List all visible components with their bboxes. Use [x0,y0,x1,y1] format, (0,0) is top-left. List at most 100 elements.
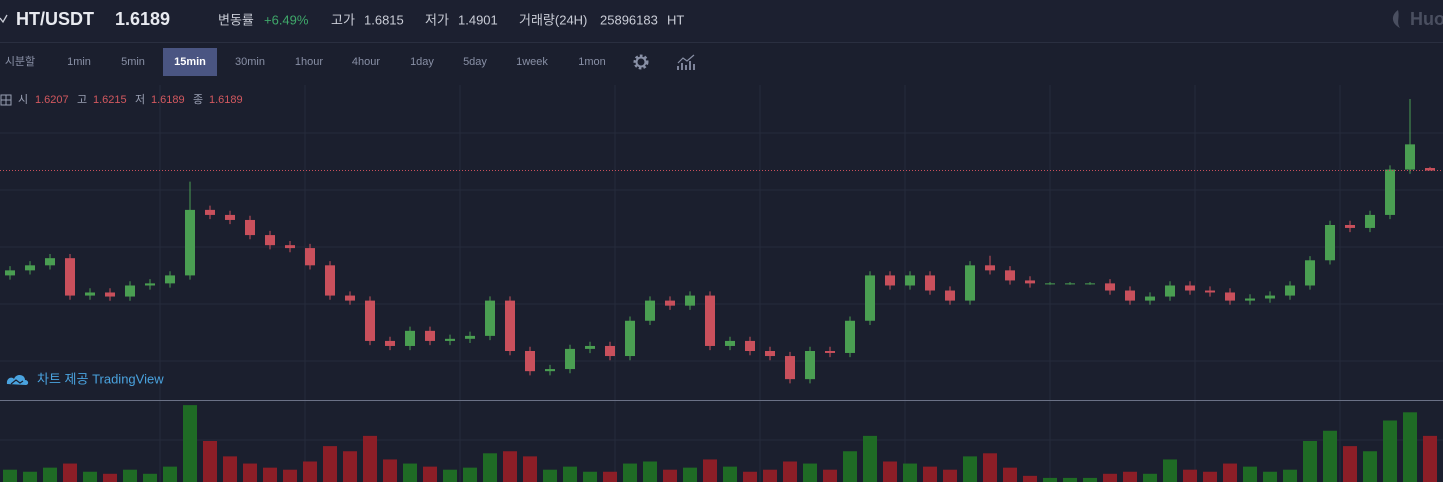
volume-bar [383,459,397,482]
legend-close-label: 종 [193,94,203,106]
volume-bar [943,469,957,482]
volume-bar [283,469,297,482]
candle-body [105,292,115,297]
watermark-icon-line [10,379,24,385]
candle-body [965,265,975,301]
candle-body [525,351,535,372]
settings-button[interactable] [633,54,649,70]
dropdown-icon[interactable] [0,14,8,24]
candle-body [385,340,395,346]
volume-bar [543,469,557,482]
interval-button[interactable]: 1min [67,56,91,68]
volume-bar [603,471,617,482]
volume-bar [83,471,97,482]
interval-button[interactable]: 5min [121,56,145,68]
volume-bar [983,453,997,482]
legend-close: 1.6189 [209,94,243,106]
candle-body [505,300,515,351]
watermark[interactable]: 차트 제공 TradingView [37,371,164,386]
toolbar: 시분할 1min 5min 15min 30min 1hour 4hour 1day 5day 1… [5,48,606,76]
volume-bar [1223,463,1237,482]
interval-button[interactable]: 30min [235,56,265,68]
candle-body [25,265,35,271]
candle-body [1065,283,1075,285]
interval-button[interactable]: 1mon [578,56,606,68]
volume-bar [1143,473,1157,482]
candle-body [245,219,255,236]
volume-bar [1183,469,1197,482]
interval-button[interactable]: 1week [516,56,548,68]
volume-bar [1003,467,1017,482]
candle-body [605,345,615,357]
candle-body [1365,214,1375,228]
candle-body [905,275,915,286]
candle-body [1105,283,1115,291]
volume-bar [3,469,17,482]
volume: 25896183 [600,12,658,27]
candle-body [345,295,355,301]
interval-button[interactable]: 15min [174,56,206,68]
candle-body [165,275,175,284]
candle-body [1345,225,1355,228]
volume-bar [623,463,637,482]
volume-bar [1203,471,1217,482]
volume-bar [143,473,157,482]
logo-icon [1392,10,1400,28]
volume-bar [423,466,437,482]
plot [0,99,1443,482]
volume-bar [703,459,717,482]
interval-button[interactable]: 1hour [295,56,323,68]
high-label: 고가 [331,12,355,27]
legend-open: 1.6207 [35,94,69,106]
volume-bar [1323,430,1337,482]
interval-button[interactable]: 1day [410,56,434,68]
pair: HT/USDT [16,9,94,29]
volume-bar [503,451,517,482]
candle-body [1265,295,1275,299]
volume-bar [1403,412,1417,482]
volume-bar [23,471,37,482]
interval-button[interactable]: 시분할 [5,55,35,68]
candle-body [265,235,275,246]
volume-bar [1283,469,1297,482]
candle-body [825,351,835,353]
volume-bar [403,463,417,482]
volume-bar [863,435,877,482]
volume-bar [343,451,357,482]
candle-body [1045,283,1055,285]
volume-bar [103,473,117,482]
volume-bar [363,435,377,482]
volume-bar [243,463,257,482]
volume-bar [1123,471,1137,482]
candle-body [1165,285,1175,297]
interval-button[interactable]: 5day [463,56,487,68]
indicators-button[interactable] [677,54,695,70]
change-label: 변동률 [218,12,254,27]
candle-body [225,214,235,220]
candle-body [545,369,555,372]
volume-bar [1263,471,1277,482]
volume-bar [223,456,237,482]
volume-bar [643,461,657,482]
logo: Huo [1410,9,1443,29]
candle-body [425,330,435,341]
candle-body [585,345,595,349]
candle-body [1405,144,1415,170]
volume-bar [843,451,857,482]
volume-bar [163,466,177,482]
candle-body [185,209,195,276]
volume-bar [183,405,197,482]
candle-body [365,300,375,341]
candle-body [1285,285,1295,296]
interval-button[interactable]: 4hour [352,56,380,68]
volume-bar [1243,466,1257,482]
legend-toggle-cross [1,95,11,105]
candle-body [1025,280,1035,284]
volume-unit: HT [667,12,684,27]
volume-label: 거래량(24H) [519,12,587,27]
candle-body [985,265,995,271]
volume-bar [1383,420,1397,482]
